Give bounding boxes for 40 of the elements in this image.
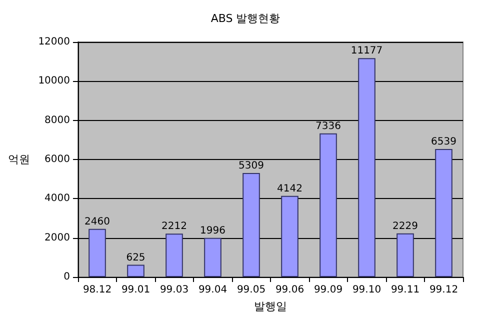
bar (281, 196, 298, 277)
data-label: 4142 (277, 183, 302, 194)
y-tick-label: 12000 (38, 36, 70, 48)
x-tick-label: 99.10 (352, 284, 382, 296)
bar (166, 234, 183, 277)
y-tick-label: 8000 (44, 114, 70, 126)
data-label: 625 (126, 252, 146, 264)
y-tick-label: 0 (64, 272, 70, 282)
data-label: 7336 (316, 120, 341, 132)
data-label: 6539 (431, 136, 456, 148)
x-tick-label: 99.04 (198, 284, 228, 296)
bar (396, 233, 414, 277)
x-tick-label: 99.09 (314, 284, 343, 296)
bar (204, 238, 222, 277)
y-tick-label: 6000 (44, 154, 70, 165)
bar (435, 148, 452, 277)
y-tick-label: 4000 (44, 193, 70, 204)
data-label: 2212 (162, 221, 187, 232)
x-tick-label: 99.01 (121, 284, 150, 296)
data-label: 1996 (200, 225, 226, 236)
bar (320, 133, 337, 277)
x-tick-label: 99.11 (390, 284, 420, 296)
data-label: 11177 (350, 46, 383, 57)
bar (242, 173, 260, 277)
bar (88, 228, 106, 277)
x-axis-title: 발행일 (254, 300, 287, 313)
x-tick-label: 98.12 (82, 284, 112, 296)
y-axis-title: 억원 (8, 153, 30, 166)
x-tick-label: 99.05 (236, 284, 266, 296)
x-tick-label: 99.06 (275, 284, 304, 296)
bar (127, 264, 144, 277)
chart-title: ABS 발행현황 (210, 12, 280, 25)
x-tick-label: 99.03 (160, 284, 189, 296)
data-label: 2460 (84, 216, 110, 228)
x-tick-label: 99.12 (429, 284, 458, 296)
y-tick-label: 2000 (44, 232, 70, 244)
data-label: 5309 (238, 160, 264, 172)
bar (358, 58, 376, 277)
y-tick-label: 10000 (38, 76, 70, 87)
data-label: 2229 (392, 220, 418, 232)
